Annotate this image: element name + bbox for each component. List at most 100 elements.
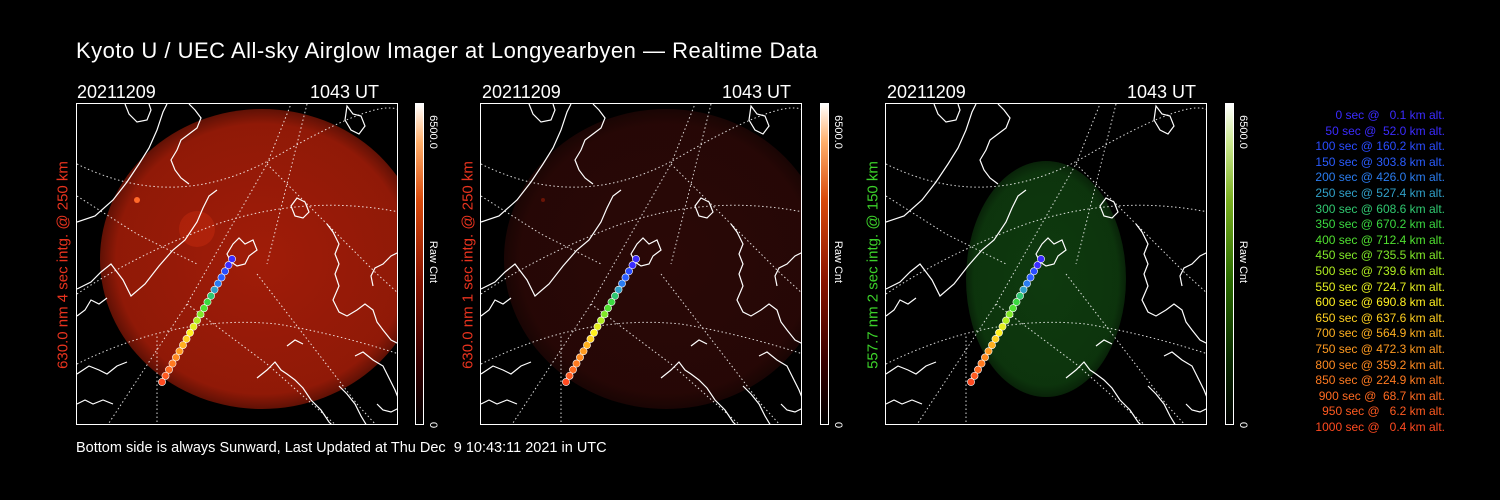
coastline <box>326 223 397 344</box>
graticule-line <box>1075 104 1117 265</box>
trajectory-point <box>607 298 616 306</box>
coastline <box>1179 252 1206 287</box>
sky-image <box>100 109 397 409</box>
trajectory-point <box>984 347 993 356</box>
graticule-line <box>481 321 801 365</box>
trajectory-point <box>967 378 975 386</box>
panel-2-side-label-text: 630.0 nm 1 sec intg. @ 250 km <box>459 161 477 369</box>
trajectory-point <box>224 261 233 270</box>
graticule-line <box>481 107 801 188</box>
trajectory-point <box>1002 316 1010 325</box>
trajectory-point <box>988 341 996 349</box>
legend-row: 800 sec @ 359.2 km alt. <box>1315 357 1445 372</box>
coastline <box>481 361 532 375</box>
panel-1-image <box>76 103 398 425</box>
graticule-line <box>590 303 740 424</box>
legend-row: 50 sec @ 52.0 km alt. <box>1325 123 1445 138</box>
legend-row: 1000 sec @ 0.4 km alt. <box>1315 419 1445 434</box>
coastline <box>77 361 128 375</box>
trajectory-point <box>974 365 982 374</box>
trajectory-point <box>590 328 598 337</box>
legend-row: 950 sec @ 6.2 km alt. <box>1322 404 1445 419</box>
trajectory-point <box>586 335 595 343</box>
trajectory-point <box>179 341 187 349</box>
legend-row: 700 sec @ 564.9 km alt. <box>1315 326 1445 341</box>
graticule-line <box>670 104 712 265</box>
legend-row: 100 sec @ 160.2 km alt. <box>1315 139 1445 154</box>
legend-row: 750 sec @ 472.3 km alt. <box>1315 341 1445 356</box>
trajectory-point <box>1030 267 1038 276</box>
panel-2-colorbar <box>820 103 829 425</box>
sky-image <box>966 161 1126 397</box>
panel-1-side-label: 630.0 nm 4 sec intg. @ 250 km <box>53 104 73 426</box>
trajectory-point <box>998 322 1007 331</box>
trajectory-point <box>611 291 619 300</box>
trajectory-point <box>572 359 581 368</box>
coastline <box>774 252 801 287</box>
legend-row: 300 sec @ 608.6 km alt. <box>1315 201 1445 216</box>
trajectory-point <box>214 279 222 288</box>
panel-1-colorbar <box>415 103 424 425</box>
panel-1-cbar-max: 6500.0 <box>427 115 439 149</box>
coastline <box>758 351 801 397</box>
legend-row: 450 sec @ 735.5 km alt. <box>1315 248 1445 263</box>
graticule-line <box>995 303 1145 424</box>
coastline <box>886 297 917 317</box>
coastline <box>77 189 218 297</box>
graticule-line <box>660 273 780 424</box>
panel-1-date: 20211209 <box>77 82 156 102</box>
trajectory-point <box>182 335 191 343</box>
trajectory-point <box>1037 255 1045 263</box>
trajectory-point <box>1019 285 1028 294</box>
legend-row: 400 sec @ 712.4 km alt. <box>1315 232 1445 247</box>
trajectory-point <box>172 353 180 362</box>
panel-2-cbar-unit: Raw Cnt <box>832 240 844 284</box>
graticule-line <box>886 204 1206 295</box>
trajectory-point <box>189 322 198 331</box>
trajectory-point <box>562 378 570 386</box>
coastline <box>528 104 556 123</box>
graticule-line <box>670 163 801 293</box>
trajectory-point <box>186 328 194 337</box>
coastline <box>77 399 114 405</box>
coastline <box>77 104 168 223</box>
coastline <box>226 237 258 267</box>
legend-row: 550 sec @ 724.7 km alt. <box>1315 279 1445 294</box>
graticule-line <box>266 163 397 293</box>
coastline <box>886 104 977 223</box>
coastline <box>354 351 397 397</box>
coastline <box>344 104 366 135</box>
trajectory-point <box>991 335 1000 343</box>
coastline <box>481 399 518 405</box>
coastline <box>376 403 397 413</box>
panel-3-cbar-unit: Raw Cnt <box>1237 240 1249 284</box>
coastline <box>574 104 606 185</box>
panel-3-cbar-max: 6500.0 <box>1237 115 1249 149</box>
coastline <box>286 339 304 347</box>
trajectory-point <box>1016 291 1024 300</box>
trajectory-point <box>1026 273 1035 282</box>
trajectory-point <box>614 285 623 294</box>
trajectory-point <box>621 273 630 282</box>
trajectory-point <box>168 359 177 368</box>
coastline <box>481 297 512 317</box>
trajectory-point <box>565 371 574 380</box>
trajectory-point <box>1023 279 1031 288</box>
graticule-line <box>1075 163 1206 293</box>
panel-3-image <box>885 103 1207 425</box>
graticule-line <box>107 104 292 424</box>
coastline <box>660 361 736 424</box>
bright-spot <box>541 198 545 202</box>
coastline <box>780 403 801 413</box>
panel-2-cbar-min: 0 <box>832 421 844 429</box>
panel-3-cbar-min: 0 <box>1237 421 1249 429</box>
trajectory-point <box>228 255 236 263</box>
panel-3-side-label-text: 557.7 nm 2 sec intg. @ 150 km <box>864 161 882 369</box>
trajectory-point <box>970 371 979 380</box>
trajectory-point <box>1033 261 1042 270</box>
trajectory-point <box>158 378 166 386</box>
legend-row: 350 sec @ 670.2 km alt. <box>1315 217 1445 232</box>
graticule-line <box>256 273 376 424</box>
coastline <box>886 361 937 375</box>
coastline <box>979 104 1011 185</box>
